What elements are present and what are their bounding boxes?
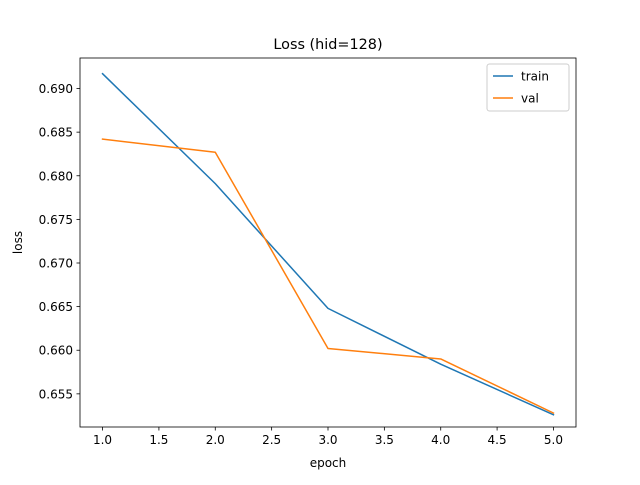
x-tick-label: 4.0 [431, 433, 450, 447]
x-axis-label: epoch [310, 456, 347, 470]
y-tick-label: 0.680 [39, 169, 73, 183]
x-tick-label: 5.0 [544, 433, 563, 447]
y-tick-label: 0.660 [39, 344, 73, 358]
y-tick-label: 0.675 [39, 213, 73, 227]
x-tick-label: 2.0 [206, 433, 225, 447]
legend-label-train: train [521, 70, 549, 84]
legend: train val [486, 63, 570, 112]
x-tick-label: 4.5 [488, 433, 507, 447]
y-tick-label: 0.685 [39, 126, 73, 140]
plot-frame [79, 57, 577, 428]
x-tick-label: 3.0 [318, 433, 337, 447]
x-tick-label: 1.5 [149, 433, 168, 447]
legend-label-val: val [521, 92, 539, 106]
y-tick-label: 0.670 [39, 257, 73, 271]
series-group [101, 72, 555, 416]
series-line-val [101, 138, 555, 415]
y-axis-label: loss [11, 231, 25, 254]
x-tick-label: 1.0 [93, 433, 112, 447]
chart-title: Loss (hid=128) [273, 37, 382, 53]
x-tick-label: 3.5 [375, 433, 394, 447]
y-tick-label: 0.690 [39, 82, 73, 96]
y-axis: 0.655 0.660 0.665 0.670 0.675 0.680 0.685 0.690 [39, 82, 80, 401]
series-line-train [101, 72, 555, 416]
plot-area [80, 58, 576, 427]
y-tick-label: 0.665 [39, 300, 73, 314]
y-tick-label: 0.655 [39, 387, 73, 401]
x-tick-label: 2.5 [262, 433, 281, 447]
x-axis: 1.0 1.5 2.0 2.5 3.0 3.5 4.0 4.5 5.0 [93, 427, 563, 447]
